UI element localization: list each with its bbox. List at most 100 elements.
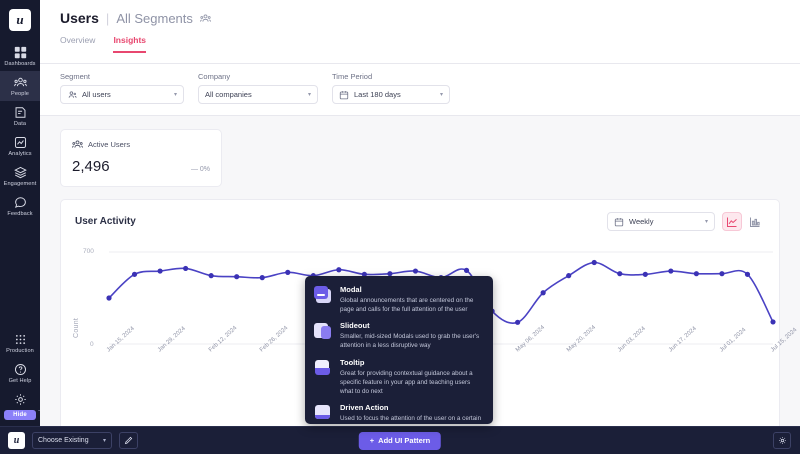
choose-existing-select[interactable]: Choose Existing ▾ (32, 432, 112, 449)
sidebar-item-dashboards[interactable]: Dashboards (0, 41, 40, 71)
kpi-card-active-users: Active Users 2,496 — 0% (60, 129, 222, 187)
sidebar-label-dashboards: Dashboards (4, 61, 36, 67)
kpi-row: 2,496 — 0% (72, 158, 210, 175)
page-title: Users (60, 10, 99, 26)
hide-label: Hide (13, 412, 27, 418)
popover-item-title: Driven Action (340, 402, 389, 412)
filter-label-segment: Segment (60, 72, 91, 81)
page-header: Users | All Segments Overview Insights (40, 0, 800, 64)
chart-title: User Activity (75, 216, 136, 227)
time-period-select[interactable]: Last 180 days ▾ (332, 85, 450, 104)
hide-sidebar-button[interactable]: Hide ⌥ (4, 410, 45, 420)
grid-icon (14, 46, 27, 59)
filter-company: Company All companies ▾ (198, 72, 318, 104)
chart-controls: Weekly ▾ (607, 212, 765, 231)
popover-item-desc: Used to focus the attention of the user … (340, 414, 482, 422)
tab-overview[interactable]: Overview (60, 35, 96, 45)
sidebar-label-feedback: Feedback (7, 211, 33, 217)
people-icon (72, 139, 83, 150)
line-chart-icon (726, 216, 738, 228)
analytics-icon (14, 136, 27, 149)
kpi-value: 2,496 (72, 158, 110, 175)
popover-item-desc: Smaller, mid-sized Modals used to grab t… (340, 333, 480, 350)
popover-item-modal[interactable]: Modal Global announcements that are cent… (314, 285, 483, 314)
sidebar-label-data: Data (13, 121, 27, 127)
segment-select-value: All users (82, 90, 111, 99)
y-tick-bottom: 0 (90, 341, 94, 348)
popover-texts: Slideout Smaller, mid-sized Modals used … (340, 321, 483, 350)
popover-item-tooltip[interactable]: Tooltip Great for providing contextual g… (314, 358, 483, 396)
popover-item-driven-action[interactable]: Driven Action Used to focus the attentio… (314, 403, 483, 424)
modal-icon (314, 286, 332, 304)
calendar-icon (614, 217, 624, 227)
filter-segment: Segment All users ▾ (60, 72, 184, 104)
kpi-header: Active Users (72, 139, 210, 150)
bottom-toolbar: u Choose Existing ▾ + Add UI Pattern (0, 426, 800, 454)
sidebar-item-engagement[interactable]: Engagement (0, 161, 40, 191)
chevron-down-icon: ▾ (173, 92, 177, 98)
pencil-icon (124, 436, 133, 445)
chevron-down-icon: ▾ (102, 438, 106, 444)
sidebar-item-data[interactable]: Data (0, 101, 40, 131)
bottom-logo[interactable]: u (8, 432, 25, 449)
segment-name[interactable]: All Segments (116, 10, 193, 26)
bar-chart-icon (749, 216, 761, 228)
popover-item-desc: Global announcements that are centered o… (340, 297, 474, 314)
chat-icon (14, 196, 27, 209)
sidebar-label-production: Production (6, 348, 34, 354)
chart-type-toggle (722, 212, 765, 231)
granularity-value: Weekly (629, 217, 654, 226)
company-select[interactable]: All companies ▾ (198, 85, 318, 104)
edit-button[interactable] (119, 432, 138, 449)
popover-item-desc: Great for providing contextual guidance … (340, 369, 473, 395)
people-icon (67, 90, 77, 100)
sidebar-label-get-help: Get Help (8, 378, 32, 384)
add-ui-pattern-button[interactable]: + Add UI Pattern (358, 431, 442, 450)
sidebar-item-get-help[interactable]: Get Help (0, 358, 40, 388)
sidebar-label-people: People (10, 91, 30, 97)
sidebar-item-production[interactable]: Production (0, 328, 40, 358)
chevron-down-icon: ▾ (704, 219, 708, 225)
chevron-down-icon: ▾ (439, 92, 443, 98)
people-icon (13, 76, 27, 89)
sidebar-item-analytics[interactable]: Analytics (0, 131, 40, 161)
line-chart-button[interactable] (722, 212, 742, 231)
people-icon (200, 13, 211, 24)
sidebar-item-feedback[interactable]: Feedback (0, 191, 40, 221)
granularity-select[interactable]: Weekly ▾ (607, 212, 715, 231)
data-icon (14, 106, 27, 119)
filter-time-period: Time Period Last 180 days ▾ (332, 72, 450, 104)
y-tick-top: 700 (83, 248, 94, 255)
popover-item-slideout[interactable]: Slideout Smaller, mid-sized Modals used … (314, 321, 483, 350)
bar-chart-button[interactable] (745, 212, 765, 231)
kpi-delta: — 0% (190, 166, 210, 173)
slideout-icon (314, 322, 332, 340)
app-logo[interactable]: u (9, 9, 31, 31)
popover-item-title: Slideout (340, 321, 370, 331)
dots-grid-icon (14, 333, 27, 346)
popover-item-title: Tooltip (340, 357, 365, 367)
calendar-icon (339, 90, 349, 100)
sidebar-label-engagement: Engagement (3, 181, 37, 187)
tooltip-icon (314, 359, 332, 377)
tab-insights[interactable]: Insights (113, 35, 147, 53)
filter-label-time-period: Time Period (332, 72, 373, 81)
sidebar-label-analytics: Analytics (8, 151, 32, 157)
chevron-down-icon: ▾ (307, 92, 311, 98)
ui-pattern-popover[interactable]: Modal Global announcements that are cent… (305, 276, 493, 424)
breadcrumb: Users | All Segments (60, 0, 780, 26)
segment-select[interactable]: All users ▾ (60, 85, 184, 104)
sidebar-item-people[interactable]: People (0, 71, 40, 101)
popover-texts: Driven Action Used to focus the attentio… (340, 403, 483, 424)
filter-label-company: Company (198, 72, 231, 81)
question-circle-icon (14, 363, 27, 376)
bottom-settings-button[interactable] (773, 432, 791, 449)
popover-item-title: Modal (340, 285, 362, 294)
layers-icon (13, 166, 27, 179)
choose-existing-value: Choose Existing (38, 437, 89, 444)
sidebar-item-settings[interactable] (0, 388, 40, 410)
gear-icon (778, 436, 787, 445)
kpi-title: Active Users (88, 140, 131, 149)
time-period-select-value: Last 180 days (354, 90, 401, 99)
